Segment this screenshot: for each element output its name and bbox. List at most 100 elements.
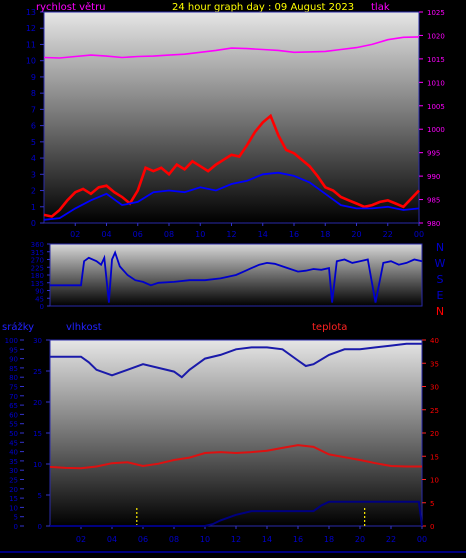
wind-axis-label: 10	[26, 57, 36, 66]
pressure-axis-label: 990	[427, 173, 440, 181]
temperature-axis-label: 20	[430, 430, 439, 438]
rain-axis-label: 60	[9, 411, 18, 419]
humidity-axis-label: 0	[38, 523, 42, 531]
x-axis-label: 16	[289, 230, 299, 239]
x-axis-label: 12	[231, 535, 241, 544]
x-axis-label: 08	[169, 535, 179, 544]
x-axis-label: 14	[258, 230, 268, 239]
gust-line	[43, 171, 420, 221]
direction-axis-label: 360	[31, 241, 44, 249]
temperature-axis-label: 0	[430, 523, 434, 531]
humidity-axis-label: 30	[33, 337, 42, 345]
wind-axis-label: 4	[31, 154, 36, 163]
rain-axis-label: 65	[9, 402, 18, 410]
compass-label: S	[437, 273, 444, 286]
humidity-axis-label: 25	[33, 368, 42, 376]
wind-axis-label: 12	[26, 24, 36, 33]
x-axis-label: 14	[262, 535, 272, 544]
compass-label: W	[435, 257, 446, 270]
pressure-axis-label: 1020	[427, 32, 445, 40]
rain-axis-label: 35	[9, 458, 18, 466]
rain-axis-label: 0	[14, 523, 18, 531]
humidity-legend: vlhkost	[66, 322, 102, 333]
rain-axis-label: 80	[9, 374, 18, 382]
wind-speed-title: rychlost větru	[36, 1, 106, 13]
wind-axis-label: 9	[31, 73, 36, 82]
pressure-axis-label: 1015	[427, 56, 445, 64]
humidity-axis-label: 5	[38, 492, 42, 500]
rain-axis-label: 55	[9, 421, 18, 429]
direction-axis-label: 180	[31, 272, 44, 280]
x-axis-label: 18	[320, 230, 330, 239]
wind-speed-line	[43, 113, 420, 218]
wind-axis-label: 13	[26, 8, 36, 17]
rain-axis-label: 90	[9, 356, 18, 364]
x-axis-label: 06	[138, 535, 148, 544]
rain-axis-label: 50	[9, 430, 18, 438]
x-axis-label: 16	[293, 535, 303, 544]
pressure-axis-label: 1000	[427, 126, 445, 134]
x-axis-label: 18	[324, 535, 334, 544]
temperature-axis-label: 35	[430, 360, 439, 368]
direction-axis-label: 315	[31, 249, 44, 257]
wind-axis-label: 1	[31, 203, 36, 212]
x-axis-label: 08	[164, 230, 174, 239]
wind-pressure-plot-area	[44, 12, 419, 223]
rain-axis-label: 85	[9, 365, 18, 373]
wind-axis-label: 3	[31, 170, 36, 179]
humidity-axis-label: 10	[33, 461, 42, 469]
compass-label: E	[437, 289, 444, 302]
rain-axis-label: 100	[5, 337, 18, 345]
x-axis-label: 00	[414, 230, 424, 239]
direction-axis-label: 135	[31, 280, 44, 288]
rain-line	[50, 500, 423, 527]
rain-axis-label: 10	[9, 504, 18, 512]
x-axis-label: 22	[386, 535, 396, 544]
direction-axis-label: 90	[35, 288, 44, 296]
rain-legend: srážky	[2, 321, 34, 333]
x-axis-label: 20	[351, 230, 361, 239]
temperature-axis-label: 15	[430, 453, 439, 461]
rain-axis-label: 25	[9, 477, 18, 485]
pressure-title: tlak	[371, 2, 390, 13]
wind-axis-label: 2	[31, 187, 36, 196]
direction-axis-label: 0	[40, 303, 44, 311]
rain-axis-label: 30	[9, 467, 18, 475]
pressure-axis-label: 980	[427, 220, 440, 228]
pressure-axis-label: 1005	[427, 103, 445, 111]
humidity-line	[50, 342, 422, 379]
wind-axis-label: 6	[31, 122, 36, 131]
direction-axis-label: 270	[31, 257, 44, 265]
x-axis-label: 00	[417, 535, 427, 544]
wind-axis-label: 11	[26, 40, 36, 49]
rain-axis-label: 15	[9, 495, 18, 503]
rain-axis-label: 20	[9, 486, 18, 494]
temperature-axis-label: 25	[430, 407, 439, 415]
rain-axis-label: 70	[9, 393, 18, 401]
rain-axis-label: 40	[9, 449, 18, 457]
x-axis-label: 12	[226, 230, 236, 239]
pressure-line	[43, 36, 420, 59]
wind-axis-label: 7	[31, 105, 36, 114]
temperature-axis-label: 5	[430, 500, 434, 508]
wind-axis-label: 8	[31, 89, 36, 98]
chart-date-title: 24 hour graph day : 09 August 2023	[172, 2, 354, 13]
temperature-axis-label: 30	[430, 384, 439, 392]
temperature-line	[49, 444, 422, 470]
x-axis-label: 04	[107, 535, 117, 544]
pressure-axis-label: 985	[427, 197, 440, 205]
temperature-axis-label: 40	[430, 337, 439, 345]
x-axis-label: 22	[383, 230, 393, 239]
x-axis-label: 02	[76, 535, 86, 544]
humidity-axis-label: 15	[33, 430, 42, 438]
rain-axis-label: 5	[14, 514, 18, 522]
wind-direction-line	[50, 250, 423, 303]
x-axis-label: 06	[133, 230, 143, 239]
compass-label: N	[436, 305, 444, 318]
direction-axis-label: 225	[31, 264, 44, 272]
rain-axis-label: 75	[9, 384, 18, 392]
compass-label: N	[436, 241, 444, 254]
rain-axis-label: 95	[9, 346, 18, 354]
wind-axis-label: 5	[31, 138, 36, 147]
x-axis-label: 10	[200, 535, 210, 544]
